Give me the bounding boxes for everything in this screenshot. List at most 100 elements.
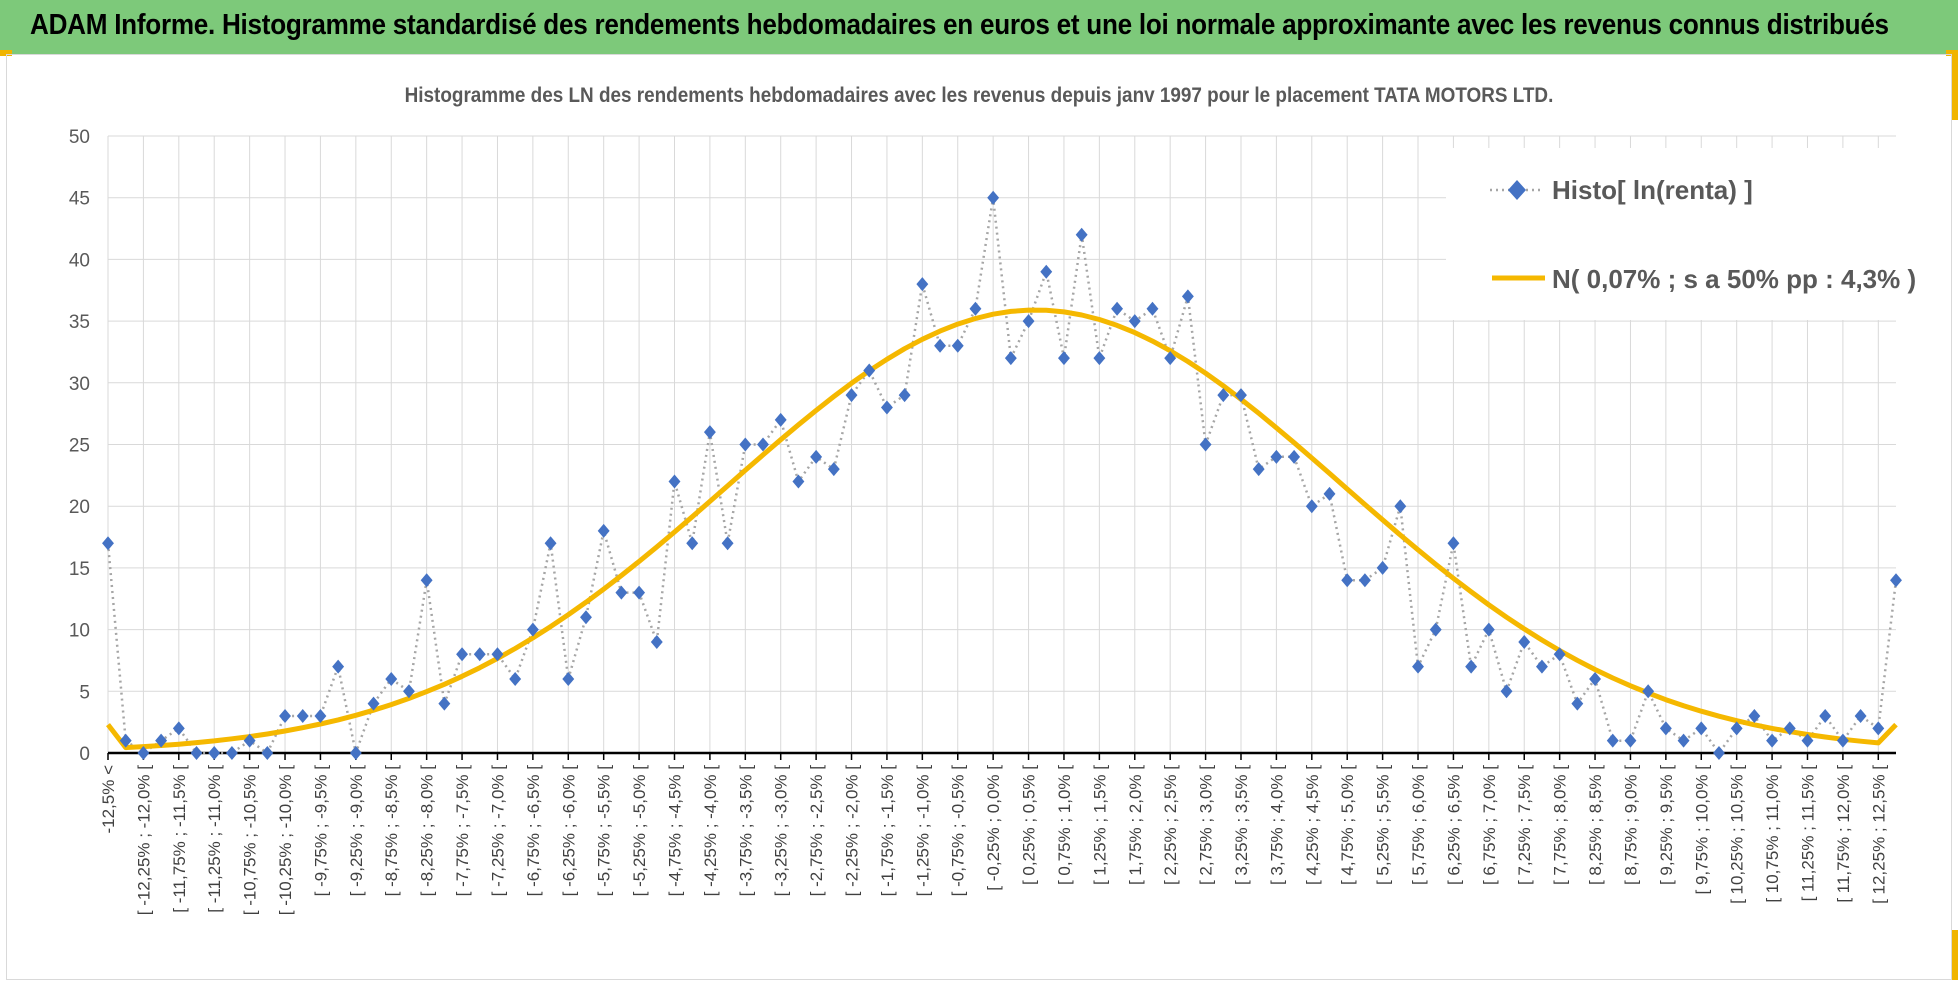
- histo-point-marker: [1128, 314, 1141, 329]
- histo-point-marker: [1358, 573, 1371, 588]
- x-tick-label: [ -6,25% ; -6,0% [: [559, 765, 578, 897]
- x-tick-label: [ 11,75% ; 12,0% [: [1834, 765, 1853, 903]
- histo-point-marker: [314, 708, 327, 723]
- histo-point-marker: [721, 536, 734, 551]
- x-tick-label: [ 9,75% ; 10,0% [: [1692, 765, 1711, 895]
- histo-point-marker: [951, 338, 964, 353]
- histo-point-marker: [155, 733, 168, 748]
- histo-point-marker: [1429, 622, 1442, 637]
- x-tick-label: [ -2,75% ; -2,5% [: [807, 765, 826, 897]
- x-tick-label: [ -4,75% ; -4,5% [: [665, 765, 684, 897]
- histo-point-marker: [261, 746, 274, 760]
- histo-point-marker: [491, 647, 504, 662]
- y-tick-label: 10: [69, 621, 90, 642]
- histo-point-marker: [757, 437, 769, 452]
- histo-point-marker: [686, 536, 699, 551]
- y-tick-label: 35: [69, 312, 90, 333]
- x-tick-label: [ 10,75% ; 11,0% [: [1763, 765, 1782, 903]
- x-tick-label: [ 0,75% ; 1,0% [: [1055, 765, 1074, 885]
- histo-point-marker: [119, 733, 132, 748]
- histo-point-marker: [1040, 264, 1053, 279]
- x-tick-label: [ 5,25% ; 5,5% [: [1374, 765, 1393, 885]
- chart-legend: Histo[ ln(renta) ] N( 0,07% ; s a 50% pp…: [1446, 148, 1916, 320]
- x-tick-label: [ 1,75% ; 2,0% [: [1126, 765, 1145, 885]
- histo-point-marker: [1766, 733, 1779, 748]
- histo-point-marker: [1748, 708, 1761, 723]
- x-tick-label: -12,5% <: [99, 765, 118, 834]
- x-tick-label: [ -0,75% ; -0,5% [: [949, 765, 968, 897]
- chart-title: Histogramme des LN des rendements hebdom…: [404, 84, 1554, 107]
- histo-point-marker: [438, 696, 451, 711]
- histo-point-marker: [774, 412, 787, 427]
- histo-point-marker: [1376, 560, 1389, 575]
- x-tick-label: [ 6,25% ; 6,5% [: [1444, 765, 1463, 885]
- histo-point-marker: [172, 721, 185, 736]
- histo-point-marker: [102, 536, 114, 551]
- histo-point-marker: [650, 634, 663, 649]
- histo-point-marker: [349, 746, 362, 760]
- y-tick-label: 0: [79, 744, 90, 765]
- x-tick-label: [ -9,25% ; -9,0% [: [347, 765, 366, 897]
- histo-point-marker: [1518, 634, 1531, 649]
- x-tick-label: [ -2,25% ; -2,0% [: [843, 765, 862, 897]
- corner-accent-bottom-right: [1952, 930, 1958, 980]
- histo-point-marker: [332, 659, 345, 674]
- x-tick-label: [ 8,25% ; 8,5% [: [1586, 765, 1605, 885]
- histo-point-marker: [1730, 721, 1743, 736]
- histo-point-marker: [916, 277, 929, 292]
- x-tick-label: [ 9,25% ; 9,5% [: [1657, 765, 1676, 885]
- x-tick-label: [ 12,25% ; 12,5% [: [1869, 765, 1888, 904]
- legend-background: [1446, 148, 1896, 320]
- histo-point-marker: [827, 462, 840, 477]
- x-tick-label: [ -3,25% ; -3,0% [: [772, 765, 791, 897]
- histo-point-marker: [1288, 449, 1301, 464]
- y-axis-tick-labels: 0 5 10 15 20 25 30 35 40 45 50: [69, 127, 90, 765]
- histo-point-marker: [509, 671, 522, 686]
- histo-point-marker: [1394, 499, 1407, 514]
- x-tick-label: [ -11,25% ; -11,0% [: [205, 765, 224, 913]
- x-tick-label: [ 3,25% ; 3,5% [: [1232, 765, 1251, 885]
- histo-point-marker: [1500, 684, 1513, 699]
- histo-point-marker: [1571, 696, 1584, 711]
- x-tick-label: [ -5,75% ; -5,5% [: [595, 765, 614, 897]
- histo-point-marker: [420, 573, 433, 588]
- x-tick-label: [ -8,75% ; -8,5% [: [382, 765, 401, 897]
- y-tick-label: 15: [69, 559, 90, 580]
- series-layer: [102, 190, 1902, 760]
- histo-point-marker: [1535, 659, 1548, 674]
- histo-point-marker: [137, 746, 150, 760]
- legend-histo-marker-swatch: [1508, 180, 1526, 200]
- x-tick-label: [ 8,75% ; 9,0% [: [1621, 765, 1640, 885]
- histo-point-marker: [597, 523, 610, 538]
- x-tick-label: [ 2,75% ; 3,0% [: [1197, 765, 1216, 885]
- histo-point-marker: [898, 388, 911, 403]
- histo-point-marker: [1235, 388, 1247, 403]
- histo-point-marker: [580, 610, 592, 625]
- x-tick-label: [ -9,75% ; -9,5% [: [311, 765, 330, 897]
- histo-point-marker: [385, 671, 398, 686]
- histo-point-marker: [1890, 573, 1902, 588]
- x-tick-label: [ -5,25% ; -5,0% [: [630, 765, 649, 897]
- histo-point-marker: [1323, 486, 1336, 501]
- x-tick-label: [ -12,25% ; -12,0% [: [134, 765, 153, 916]
- histo-point-marker: [456, 647, 469, 662]
- histo-point-marker: [1801, 733, 1814, 748]
- histo-point-marker: [208, 746, 221, 760]
- histo-point-marker: [1854, 708, 1867, 723]
- x-tick-label: [ -10,25% ; -10,0% [: [276, 765, 295, 916]
- chart-frame: [6, 54, 1952, 980]
- histo-point-marker: [367, 696, 380, 711]
- y-tick-label: 50: [69, 127, 90, 148]
- histo-point-marker: [1447, 536, 1460, 551]
- histo-point-marker: [1624, 733, 1637, 748]
- histo-point-marker: [987, 190, 1000, 205]
- histo-point-marker: [279, 708, 291, 723]
- corner-accent-top-left: [0, 50, 12, 56]
- x-tick-label: [ -3,75% ; -3,5% [: [736, 765, 755, 897]
- normal-curve-line: [106, 307, 1898, 751]
- histo-point-marker: [1181, 289, 1194, 304]
- histo-point-marker: [615, 585, 628, 600]
- histo-point-marker: [1713, 746, 1725, 760]
- histo-point-marker: [1093, 351, 1106, 366]
